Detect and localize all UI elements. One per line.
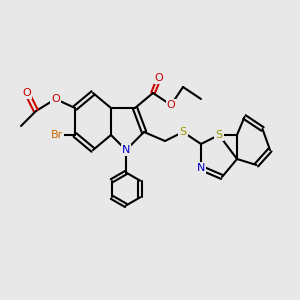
Text: S: S <box>179 127 187 137</box>
Text: N: N <box>197 163 205 173</box>
Text: O: O <box>51 94 60 104</box>
Text: O: O <box>154 73 164 83</box>
Text: Br: Br <box>51 130 63 140</box>
Text: S: S <box>215 130 223 140</box>
Text: O: O <box>22 88 32 98</box>
Text: N: N <box>122 145 130 155</box>
Text: O: O <box>167 100 176 110</box>
